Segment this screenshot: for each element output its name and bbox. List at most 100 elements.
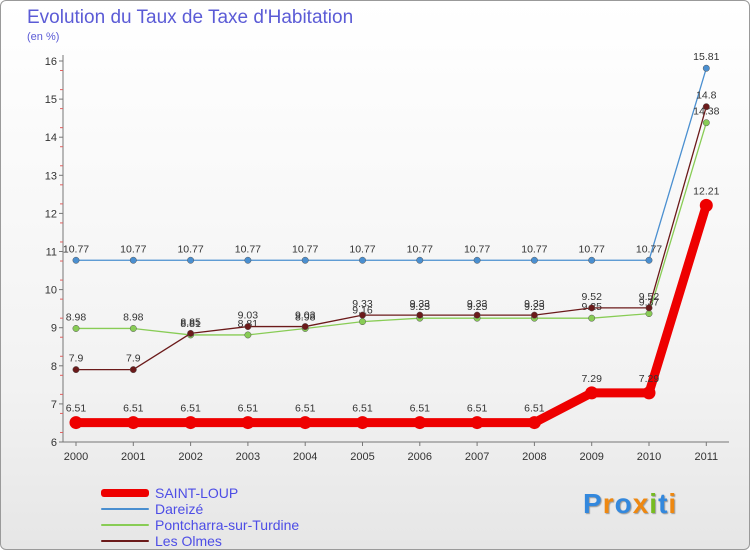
data-point-les-olmes bbox=[359, 311, 366, 319]
y-tick-label: 10 bbox=[45, 285, 57, 297]
series-line-pontcharra-sur-turdine bbox=[75, 122, 707, 336]
logo-letter: x bbox=[632, 488, 650, 519]
data-point-saint-loup bbox=[126, 416, 140, 430]
legend-swatch-les-olmes bbox=[101, 540, 149, 542]
y-tick-label: 8 bbox=[51, 361, 57, 373]
data-point-saint-loup bbox=[642, 386, 656, 400]
data-label-les-olmes: 9.03 bbox=[295, 310, 316, 322]
data-point-les-olmes bbox=[530, 311, 538, 319]
data-label-saint-loup: 6.51 bbox=[295, 403, 316, 415]
data-point-pontcharra-sur-turdine bbox=[588, 314, 596, 322]
x-tick-label: 2005 bbox=[350, 451, 374, 463]
legend-item-les-olmes: Les Olmes bbox=[101, 533, 299, 549]
data-label-pontcharra-sur-turdine: 8.81 bbox=[180, 318, 201, 330]
data-label-les-olmes: 9.33 bbox=[467, 298, 488, 310]
data-point-les-olmes bbox=[645, 304, 653, 312]
y-tick-label: 16 bbox=[45, 56, 57, 68]
data-label-les-olmes: 14.8 bbox=[696, 90, 717, 102]
legend-label: Les Olmes bbox=[155, 533, 222, 549]
x-tick-label: 2010 bbox=[637, 451, 661, 463]
x-tick-label: 2002 bbox=[178, 451, 202, 463]
data-label-dareiz-: 10.77 bbox=[120, 243, 146, 255]
data-point-saint-loup bbox=[184, 416, 198, 430]
data-label-dareiz-: 10.77 bbox=[464, 243, 490, 255]
logo-letter: P bbox=[583, 488, 603, 519]
data-label-dareiz-: 15.81 bbox=[693, 51, 719, 63]
data-point-les-olmes bbox=[588, 304, 596, 312]
legend-label: SAINT-LOUP bbox=[155, 485, 239, 501]
y-tick-label: 12 bbox=[45, 208, 57, 220]
data-label-pontcharra-sur-turdine: 8.98 bbox=[295, 311, 316, 323]
data-point-saint-loup bbox=[356, 416, 369, 430]
data-label-les-olmes: 7.9 bbox=[69, 353, 84, 365]
data-label-saint-loup: 6.51 bbox=[410, 403, 431, 415]
data-label-dareiz-: 10.77 bbox=[349, 243, 375, 255]
data-point-pontcharra-sur-turdine bbox=[244, 331, 252, 339]
data-point-les-olmes bbox=[473, 311, 481, 319]
logo-letter: i bbox=[649, 488, 659, 519]
y-tick-label: 14 bbox=[45, 132, 57, 144]
data-label-saint-loup: 6.51 bbox=[66, 403, 87, 415]
data-point-pontcharra-sur-turdine bbox=[702, 119, 710, 127]
data-label-les-olmes: 9.52 bbox=[639, 291, 660, 303]
y-tick-label: 9 bbox=[51, 323, 57, 335]
data-point-dareiz- bbox=[588, 256, 596, 264]
data-point-saint-loup bbox=[69, 416, 83, 430]
x-tick-label: 2004 bbox=[293, 451, 317, 463]
data-label-les-olmes: 9.33 bbox=[524, 298, 545, 310]
data-label-pontcharra-sur-turdine: 8.98 bbox=[66, 311, 87, 323]
y-tick-label: 13 bbox=[45, 170, 57, 182]
legend-label: Dareizé bbox=[155, 501, 204, 517]
series-line-saint-loup bbox=[71, 200, 711, 428]
data-label-pontcharra-sur-turdine: 9.16 bbox=[352, 305, 373, 317]
chart-title: Evolution du Taux de Taxe d'Habitation bbox=[27, 7, 354, 28]
x-tick-label: 2001 bbox=[121, 451, 145, 463]
data-point-les-olmes bbox=[72, 366, 80, 374]
data-label-dareiz-: 10.77 bbox=[63, 243, 89, 255]
series-line-dareiz- bbox=[75, 67, 707, 261]
data-point-saint-loup bbox=[413, 416, 427, 430]
data-point-dareiz- bbox=[72, 256, 80, 264]
y-tick-label: 6 bbox=[51, 437, 57, 449]
data-point-dareiz- bbox=[473, 256, 481, 264]
data-point-dareiz- bbox=[645, 256, 653, 264]
x-tick-label: 2009 bbox=[579, 451, 603, 463]
data-label-les-olmes: 9.03 bbox=[238, 310, 259, 322]
data-point-les-olmes bbox=[129, 366, 137, 374]
data-point-dareiz- bbox=[702, 64, 710, 72]
data-label-pontcharra-sur-turdine: 9.25 bbox=[524, 301, 545, 313]
data-label-les-olmes: 9.33 bbox=[410, 298, 431, 310]
data-point-dareiz- bbox=[129, 256, 137, 264]
data-label-les-olmes: 9.33 bbox=[352, 298, 373, 310]
y-tick-label: 11 bbox=[46, 247, 57, 259]
data-label-dareiz-: 10.77 bbox=[521, 243, 547, 255]
legend: SAINT-LOUP Dareizé Pontcharra-sur-Turdin… bbox=[101, 485, 299, 549]
data-point-dareiz- bbox=[416, 256, 424, 264]
logo-letter: t bbox=[658, 488, 669, 519]
data-label-saint-loup: 12.21 bbox=[693, 185, 719, 197]
data-point-pontcharra-sur-turdine bbox=[359, 318, 366, 326]
data-label-pontcharra-sur-turdine: 8.98 bbox=[123, 311, 144, 323]
legend-item-pontcharra: Pontcharra-sur-Turdine bbox=[101, 517, 299, 533]
x-tick-label: 2000 bbox=[64, 451, 88, 463]
data-label-saint-loup: 6.51 bbox=[352, 403, 373, 415]
data-label-saint-loup: 7.29 bbox=[581, 373, 602, 385]
data-label-saint-loup: 6.51 bbox=[180, 403, 201, 415]
legend-swatch-pontcharra bbox=[101, 524, 149, 526]
data-point-les-olmes bbox=[416, 311, 424, 319]
data-label-saint-loup: 6.51 bbox=[524, 403, 545, 415]
data-point-les-olmes bbox=[702, 103, 710, 111]
data-label-les-olmes: 9.52 bbox=[581, 291, 602, 303]
data-point-saint-loup bbox=[527, 416, 541, 430]
x-tick-label: 2006 bbox=[408, 451, 432, 463]
logo-letter: i bbox=[668, 488, 678, 519]
data-point-dareiz- bbox=[244, 256, 252, 264]
data-label-pontcharra-sur-turdine: 9.25 bbox=[467, 301, 488, 313]
unit-label: (en %) bbox=[27, 31, 60, 43]
data-point-dareiz- bbox=[359, 256, 366, 264]
data-label-les-olmes: 8.85 bbox=[180, 316, 201, 328]
legend-swatch-dareize bbox=[101, 508, 149, 510]
y-tick-label: 15 bbox=[45, 94, 57, 106]
